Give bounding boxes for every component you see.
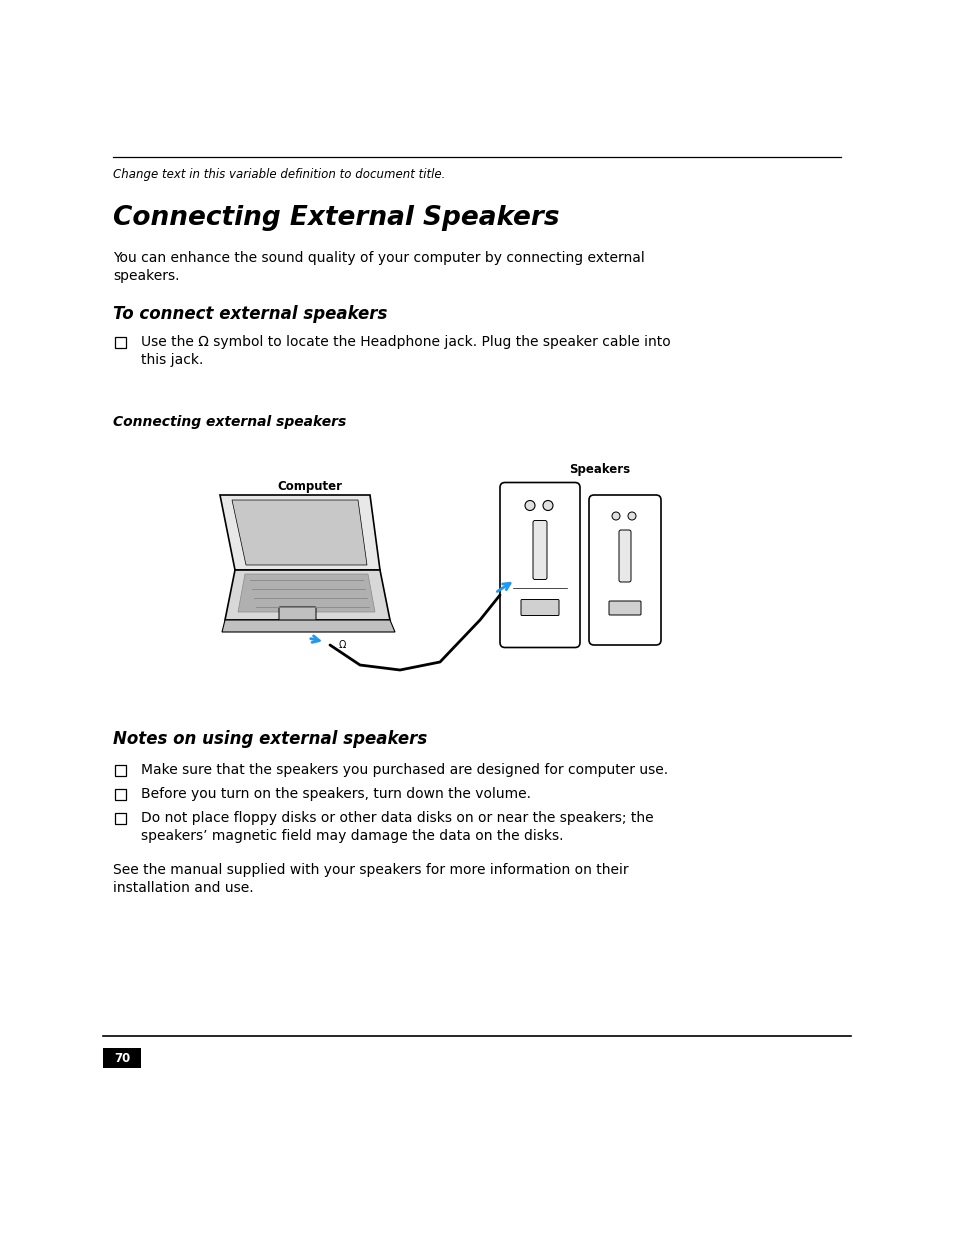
FancyBboxPatch shape: [520, 599, 558, 615]
FancyBboxPatch shape: [588, 495, 660, 645]
Text: Connecting external speakers: Connecting external speakers: [112, 415, 346, 429]
Text: Computer: Computer: [277, 480, 342, 493]
Circle shape: [542, 500, 553, 510]
FancyBboxPatch shape: [618, 530, 630, 582]
Text: Speakers: Speakers: [569, 463, 630, 475]
Bar: [115, 789, 126, 800]
Text: Change text in this variable definition to document title.: Change text in this variable definition …: [112, 168, 445, 182]
Text: 70: 70: [113, 1051, 130, 1065]
Text: Ω: Ω: [338, 640, 345, 650]
Text: Do not place floppy disks or other data disks on or near the speakers; the
speak: Do not place floppy disks or other data …: [141, 811, 653, 844]
Bar: [103, 1049, 141, 1068]
Polygon shape: [232, 500, 367, 564]
Polygon shape: [237, 574, 375, 613]
Text: You can enhance the sound quality of your computer by connecting external
speake: You can enhance the sound quality of you…: [112, 251, 644, 283]
FancyBboxPatch shape: [533, 520, 546, 579]
Text: Notes on using external speakers: Notes on using external speakers: [112, 730, 427, 748]
Bar: [115, 337, 126, 348]
FancyBboxPatch shape: [278, 606, 315, 627]
Polygon shape: [225, 571, 390, 620]
Text: Use the Ω symbol to locate the Headphone jack. Plug the speaker cable into
this : Use the Ω symbol to locate the Headphone…: [141, 335, 670, 367]
Circle shape: [612, 513, 619, 520]
Text: Connecting External Speakers: Connecting External Speakers: [112, 205, 559, 231]
Bar: [115, 813, 126, 824]
Text: To connect external speakers: To connect external speakers: [112, 305, 387, 324]
Bar: [115, 764, 126, 776]
Circle shape: [524, 500, 535, 510]
Polygon shape: [222, 620, 395, 632]
FancyBboxPatch shape: [608, 601, 640, 615]
Text: Make sure that the speakers you purchased are designed for computer use.: Make sure that the speakers you purchase…: [141, 763, 667, 777]
Polygon shape: [220, 495, 379, 571]
Text: Before you turn on the speakers, turn down the volume.: Before you turn on the speakers, turn do…: [141, 787, 531, 802]
Text: See the manual supplied with your speakers for more information on their
install: See the manual supplied with your speake…: [112, 863, 628, 895]
Circle shape: [627, 513, 636, 520]
FancyBboxPatch shape: [499, 483, 579, 647]
